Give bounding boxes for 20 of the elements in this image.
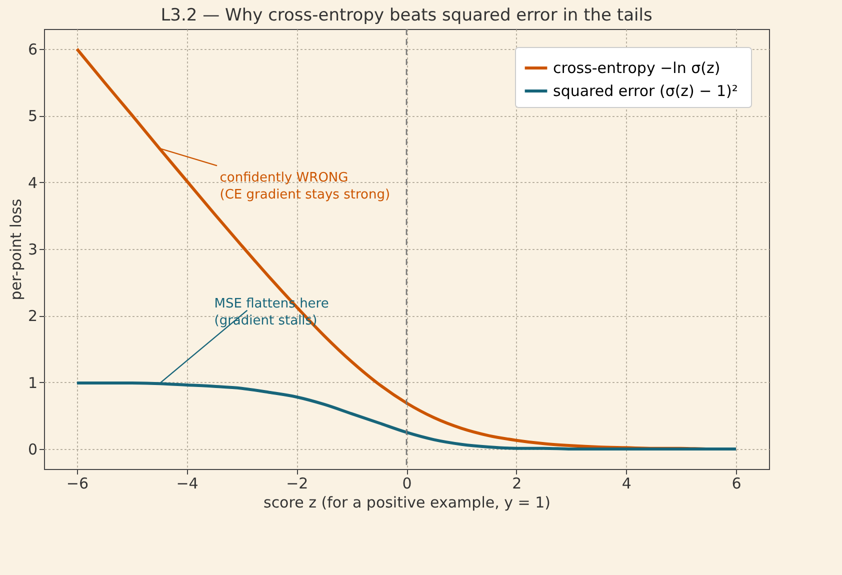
x-tick-label: −6 xyxy=(66,474,89,492)
legend-label: cross-entropy −ln σ(z) xyxy=(553,59,720,77)
x-tick-label: 0 xyxy=(402,474,412,492)
x-tick-label: 6 xyxy=(732,474,742,492)
y-tick-label: 3 xyxy=(28,240,38,258)
annotation: confidently WRONG (CE gradient stays strong) xyxy=(220,170,390,203)
y-tick-label: 6 xyxy=(28,40,38,58)
y-tick-label: 2 xyxy=(28,307,38,326)
x-tick-label: −2 xyxy=(286,474,308,492)
x-tick-label: 2 xyxy=(512,474,522,492)
legend-label: squared error (σ(z) − 1)² xyxy=(553,82,738,100)
y-tick-label: 0 xyxy=(28,440,38,458)
y-tick-label: 1 xyxy=(28,374,38,392)
x-tick-label: 4 xyxy=(622,474,632,492)
x-tick-label: −4 xyxy=(176,474,198,492)
y-tick-label: 5 xyxy=(28,107,38,126)
x-axis-title: score z (for a positive example, y = 1) xyxy=(264,494,550,512)
y-axis-title: per-point loss xyxy=(6,198,25,300)
y-tick-label: 4 xyxy=(28,174,38,192)
chart-title: L3.2 — Why cross-entropy beats squared error in the tails xyxy=(160,5,652,26)
